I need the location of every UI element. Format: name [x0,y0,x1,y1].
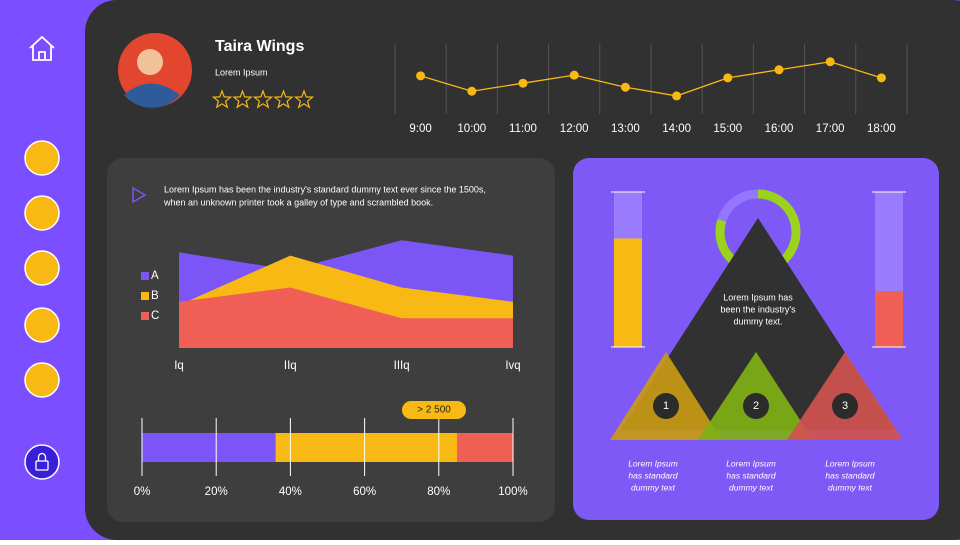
profile-shirt [124,83,180,108]
x-tick-label: Iq [174,360,184,372]
x-tick-label: 11:00 [509,123,537,135]
profile-name: Taira Wings [215,38,304,55]
step-text: has standard [825,470,874,480]
step-text: has standard [628,470,677,480]
x-tick-label: 10:00 [457,123,486,135]
x-tick-label: 14:00 [662,123,691,135]
briefcase-icon[interactable] [24,362,60,398]
bar-segment [142,433,276,462]
x-tick-label: 100% [498,486,527,498]
point [518,78,528,88]
x-tick-label: 40% [279,486,302,498]
center-text: dummy text. [733,316,782,326]
point [672,91,682,101]
x-tick-label: Ivq [505,360,520,372]
x-tick-label: 18:00 [867,123,896,135]
x-tick-label: 80% [427,486,450,498]
star [293,89,315,109]
play-icon [132,186,147,204]
line [420,61,882,97]
center-text: Lorem Ipsum has [723,292,793,302]
x-tick-label: 12:00 [560,123,589,135]
step-number: 1 [663,400,669,412]
step-text: dummy text [729,482,774,492]
area [179,287,513,348]
profile-face [137,49,163,75]
step-text: dummy text [828,482,873,492]
star [252,89,274,109]
sidebar [24,35,60,480]
lock-body [35,460,49,471]
step-text: Lorem Ipsum [825,458,875,468]
x-tick-label: 60% [353,486,376,498]
x-tick-label: IIq [284,360,297,372]
big-triangle [621,218,895,430]
point [416,71,426,81]
center-text: been the industry's [720,304,796,314]
x-tick-label: 16:00 [765,123,794,135]
star [211,89,233,109]
step-text: dummy text [631,482,676,492]
x-tick-label: IIIq [394,360,410,372]
users-icon[interactable] [24,307,60,343]
calendar-icon[interactable] [24,140,60,176]
x-tick-label: 13:00 [611,123,640,135]
filter-icon[interactable] [24,195,60,231]
x-tick-label: 15:00 [713,123,742,135]
gauge-bar [875,291,903,347]
rating-stars [211,89,315,109]
x-tick-label: 17:00 [816,123,845,135]
annotation-pill [402,401,466,419]
legend-label: C [151,310,159,322]
annotation: > 2 500 [417,405,451,416]
step-text: Lorem Ipsum [726,458,776,468]
legend-swatch [141,272,149,280]
step-text: Lorem Ipsum [628,458,678,468]
step-number: 2 [753,400,759,412]
star [232,89,253,109]
intro-line: Lorem Ipsum has been the industry's stan… [164,184,486,194]
point [723,73,733,83]
legend-label: A [151,270,159,282]
step-number: 3 [842,400,848,412]
gauge-bar [614,238,642,347]
legend-swatch [141,312,149,320]
x-tick-label: 0% [134,486,151,498]
donut-segment [717,189,759,222]
bar-segment [457,433,513,462]
point [467,86,477,96]
step-badge [832,393,858,419]
lock-icon[interactable] [24,444,60,480]
home-icon[interactable] [29,35,55,61]
point [774,65,784,75]
step-badge [653,393,679,419]
point [876,73,886,83]
diagram-texts: Lorem Ipsum has been the industry's dummy … [628,292,875,492]
point [825,57,835,67]
settings-icon[interactable] [24,250,60,286]
legend-swatch [141,292,149,300]
intro-line: when an unknown printer took a galley of… [163,197,433,207]
x-tick-label: 20% [205,486,228,498]
x-tick-label: 9:00 [409,123,431,135]
point [569,70,579,80]
point [620,82,630,92]
step-badge [743,393,769,419]
bar-segment [275,433,458,462]
lock-shackle [37,452,47,461]
profile-subtitle: Lorem Ipsum [215,67,268,77]
step-text: has standard [726,470,775,480]
star [273,89,294,109]
legend-label: B [151,290,159,302]
